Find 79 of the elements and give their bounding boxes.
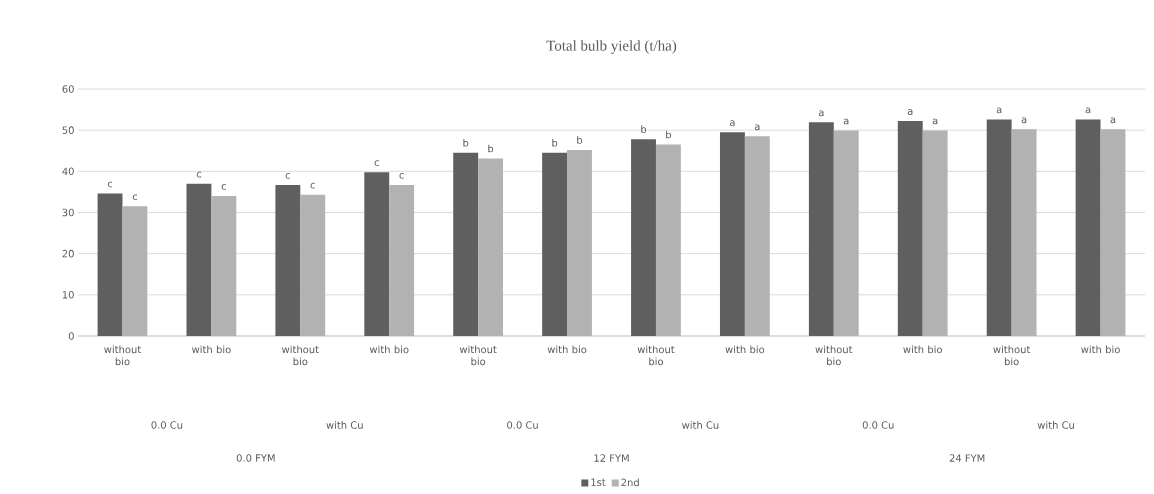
text: 24 FYM	[949, 454, 985, 462]
y-tick-label: 50	[62, 126, 74, 134]
bar	[275, 184, 301, 336]
data-label: b	[488, 144, 494, 153]
x-tick-label: with bio	[903, 345, 942, 354]
bar	[453, 152, 479, 336]
x-tick-label: without bio	[993, 345, 1031, 366]
x-tick-label: with bio	[369, 345, 409, 354]
bar	[1011, 129, 1037, 336]
data-label: a	[1021, 117, 1027, 124]
data-label: a	[1085, 107, 1091, 114]
data-label: a	[729, 120, 735, 127]
data-label: b	[666, 130, 672, 139]
bar	[808, 122, 834, 336]
y-tick-label: 20	[62, 249, 74, 258]
y-tick-label: 0	[68, 332, 74, 340]
data-label: a	[843, 118, 849, 125]
legend-label: 1st	[591, 478, 606, 487]
data-label: a	[818, 110, 824, 117]
text: 0.0 Cu	[507, 421, 538, 429]
data-label: a	[996, 107, 1002, 114]
y-tick-label: 30	[62, 208, 74, 217]
bar	[186, 183, 212, 336]
x-tick-label: without bio	[637, 345, 675, 366]
bar	[719, 132, 745, 336]
text: 12 FYM	[594, 454, 629, 462]
data-label: b	[463, 138, 469, 147]
text: with Cu	[1037, 421, 1074, 429]
data-label: c	[285, 172, 290, 179]
bar	[986, 119, 1012, 336]
data-label: c	[196, 171, 202, 178]
x-tick-label: without bio	[104, 345, 141, 366]
data-label: b	[641, 125, 647, 134]
bar	[631, 139, 656, 336]
text: with Cu	[326, 421, 363, 429]
x-tick-label: with bio	[725, 345, 765, 354]
chart-title: Total bulb yield (t/ha)	[546, 40, 677, 54]
data-label: c	[132, 194, 138, 201]
bar	[1100, 129, 1126, 336]
bar	[744, 136, 770, 336]
data-label: c	[221, 184, 226, 190]
bar	[542, 152, 568, 336]
x-tick-label: without bio	[815, 345, 853, 366]
legend-label: 2nd	[621, 478, 639, 487]
x-tick-label: with bio	[191, 345, 231, 354]
data-label: b	[577, 136, 583, 144]
bar	[897, 121, 923, 336]
bar	[364, 172, 390, 336]
x-tick-label: without bio	[459, 345, 497, 366]
y-tick-label: 60	[62, 85, 74, 93]
bar	[300, 194, 326, 336]
y-tick-label: 10	[62, 291, 74, 299]
data-label: c	[399, 172, 404, 179]
x-tick-label: with bio	[547, 345, 587, 354]
bar	[655, 144, 681, 336]
data-label: a	[907, 109, 913, 115]
data-label: a	[1110, 117, 1116, 124]
bar	[97, 193, 123, 336]
data-label: c	[107, 181, 113, 188]
bar	[1075, 119, 1101, 336]
text: 0.0 Cu	[151, 421, 183, 429]
x-tick-label: with bio	[1081, 345, 1120, 354]
bar	[567, 149, 592, 336]
data-label: c	[310, 182, 315, 189]
bar	[122, 206, 148, 336]
data-label: b	[552, 138, 558, 147]
bar	[922, 130, 948, 336]
bar	[211, 196, 237, 336]
bar	[478, 158, 504, 336]
x-tick-label: without bio	[282, 345, 319, 366]
text: 0.0 FYM	[236, 454, 275, 462]
bar	[389, 184, 415, 336]
data-label: a	[932, 118, 938, 125]
text: with Cu	[682, 421, 719, 429]
y-tick-label: 40	[62, 167, 74, 176]
text: 0.0 Cu	[862, 421, 894, 429]
bar	[833, 130, 859, 336]
data-label: a	[754, 124, 760, 131]
data-label: c	[374, 160, 379, 166]
